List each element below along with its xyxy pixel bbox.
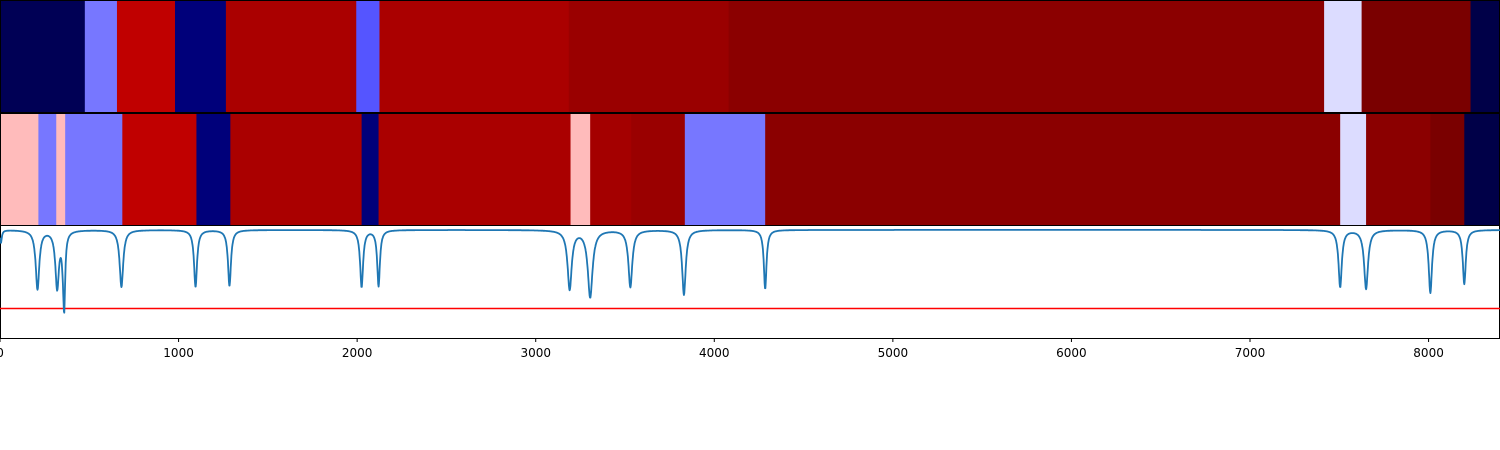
row-2-segment-15	[1340, 113, 1367, 225]
row-1-segment-6	[356, 0, 380, 112]
row-1-segment-11	[1361, 0, 1472, 112]
x-tick-label-7000: 7000	[1235, 346, 1266, 360]
row-2-segment-11	[590, 113, 632, 225]
row-2-segment-3	[56, 113, 66, 225]
row-1-segment-9	[728, 0, 1325, 112]
row-1-segment-8	[568, 0, 730, 112]
x-axis: 0 1000 2000 3000 4000 5000 6000 7000 8000	[0, 338, 1444, 360]
row-2-segment-16	[1366, 113, 1431, 225]
x-tick-label-6000: 6000	[1056, 346, 1087, 360]
row-2-segment-14	[765, 113, 1341, 225]
row-1-segment-1	[0, 0, 86, 112]
row-1-segment-5	[225, 0, 357, 112]
row-1-segment-2	[84, 0, 118, 112]
row-2-segment-1	[0, 113, 39, 225]
row-2-segment-13	[684, 113, 766, 225]
row-1-segment-12	[1470, 0, 1500, 112]
row-2-segment-6	[196, 113, 231, 225]
row-2-segment-8	[361, 113, 380, 225]
row-2-segment-10	[570, 113, 591, 225]
row-2-segment-9	[378, 113, 572, 225]
row-1-segment-4	[175, 0, 227, 112]
x-tick-label-5000: 5000	[878, 346, 909, 360]
x-tick-label-0: 0	[0, 346, 4, 360]
row-1-segment-3	[116, 0, 176, 112]
x-tick-label-4000: 4000	[699, 346, 730, 360]
score-plot	[0, 225, 1500, 339]
score-line	[0, 228, 1500, 314]
x-tick-label-8000: 8000	[1413, 346, 1444, 360]
x-tick-label-2000: 2000	[342, 346, 373, 360]
x-tick-label-1000: 1000	[163, 346, 194, 360]
row-2-segment-4	[65, 113, 123, 225]
row-2-segment-18	[1464, 113, 1500, 225]
segmentation-row-1	[0, 0, 1500, 112]
x-tick-label-3000: 3000	[520, 346, 551, 360]
row-1-segment-7	[379, 0, 570, 112]
row-2-segment-7	[230, 113, 363, 225]
row-2-segment-17	[1430, 113, 1465, 225]
row-2-segment-2	[38, 113, 57, 225]
row-2-segment-5	[122, 113, 197, 225]
segmentation-row-2	[0, 113, 1500, 225]
row-1-segment-10	[1324, 0, 1363, 112]
row-2-segment-12	[631, 113, 686, 225]
